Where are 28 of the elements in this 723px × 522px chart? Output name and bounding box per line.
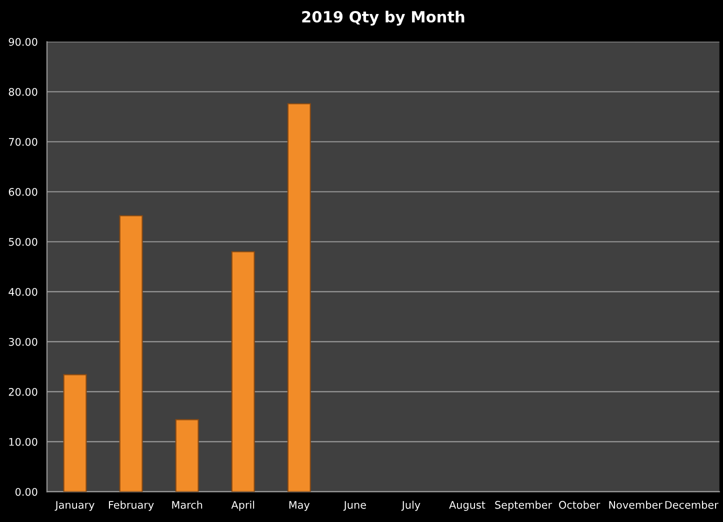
x-tick-label: September: [495, 500, 552, 511]
x-tick-label: June: [343, 501, 366, 511]
x-tick-label: May: [289, 501, 310, 511]
y-tick-label: 90.00: [8, 38, 38, 46]
bar: [63, 374, 87, 492]
y-tick-label: 20.00: [8, 388, 38, 396]
bar: [175, 419, 199, 492]
bar: [231, 251, 255, 492]
y-tick-label: 60.00: [8, 188, 38, 196]
x-tick-label: August: [449, 501, 486, 511]
y-tick-label: 50.00: [8, 238, 38, 246]
bar: [287, 103, 311, 492]
chart-title: 2019 Qty by Month: [302, 10, 464, 26]
y-tick-label: 10.00: [9, 438, 38, 446]
x-tick-label: November: [609, 500, 662, 509]
x-tick-label: October: [559, 500, 600, 509]
x-tick-label: December: [665, 500, 718, 509]
y-tick-label: 0.00: [15, 488, 38, 496]
bar: [119, 215, 143, 492]
y-tick-label: 30.00: [8, 338, 38, 346]
x-tick-label: January: [54, 501, 94, 511]
x-tick-label: April: [231, 500, 254, 511]
y-tick-label: 70.00: [9, 138, 38, 146]
x-tick-label: March: [172, 500, 202, 509]
y-tick-label: 80.00: [8, 88, 38, 96]
y-tick-label: 40.00: [8, 288, 38, 296]
x-tick-label: July: [401, 500, 420, 511]
x-tick-label: February: [108, 500, 154, 511]
